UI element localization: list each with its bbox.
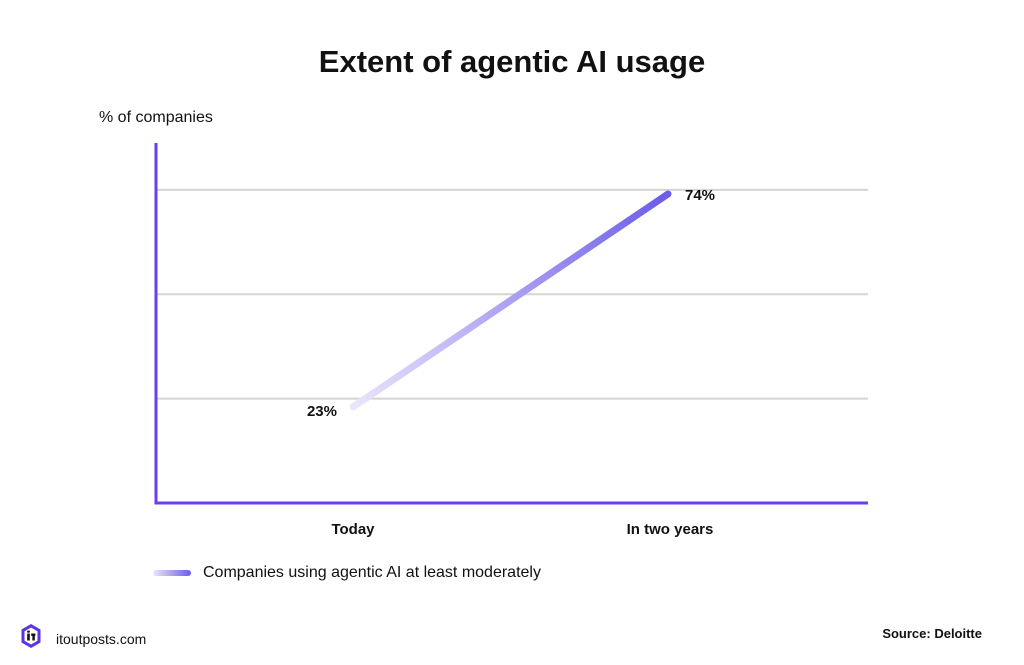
footer-brand: itoutposts.com — [20, 623, 146, 654]
data-label-today: 23% — [307, 403, 337, 420]
grid-lines — [156, 188, 868, 400]
x-tick-label-2: In two years — [627, 521, 714, 538]
series-line — [349, 190, 672, 411]
axes — [154, 143, 868, 505]
legend-label: Companies using agentic AI at least mode… — [203, 564, 541, 581]
footer-source: Source: Deloitte — [882, 626, 982, 641]
data-label-in-two-years: 74% — [685, 187, 715, 204]
series-layer — [349, 190, 672, 411]
legend: Companies using agentic AI at least mode… — [153, 564, 541, 582]
itoutposts-logo-icon — [20, 623, 42, 654]
x-tick-label-1: Today — [331, 521, 375, 538]
legend-swatch — [153, 570, 191, 576]
chart-title: Extent of agentic AI usage — [318, 44, 706, 79]
label-layer: 23% 74% Today In two years — [307, 187, 715, 538]
footer-site[interactable]: itoutposts.com — [56, 630, 147, 647]
y-axis-label: % of companies — [99, 109, 213, 126]
